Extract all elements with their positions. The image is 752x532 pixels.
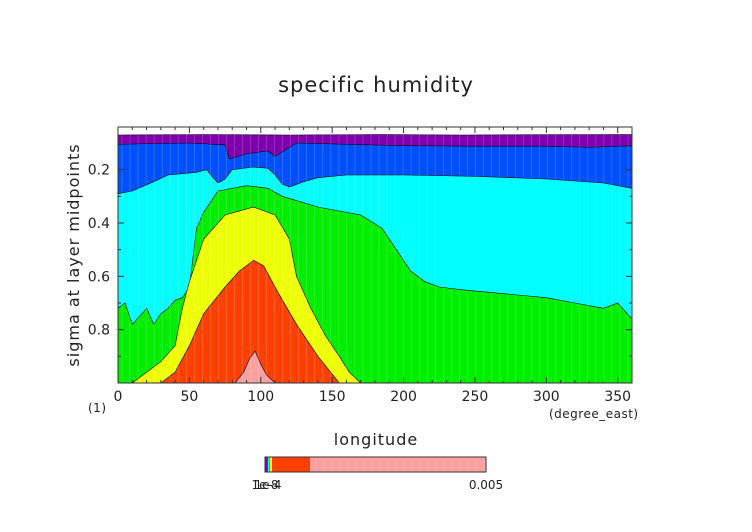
x-tick-label: 50 (180, 389, 198, 405)
colorbar-min-label: 1e-8 (252, 478, 279, 492)
y-tick-label: 0.6 (88, 269, 110, 285)
contour-band-0.004 (234, 350, 276, 384)
y-axis-label: sigma at layer midpoints (64, 143, 83, 366)
x-axis-label: longitude (334, 430, 418, 449)
x-tick-label: 100 (247, 389, 274, 405)
plot-area: 0 50 100 150 200 250 300 350 0.2 0.4 0.6 0.8 (88, 126, 633, 405)
colorbar-grid (315, 457, 485, 472)
x-tick-label: 150 (319, 389, 346, 405)
x-tick-label: 300 (533, 389, 560, 405)
x-axis-ticks: 0 50 100 150 200 250 300 350 (114, 127, 631, 405)
chart-title: specific humidity (278, 73, 474, 97)
colorbar-max-label: 0.005 (469, 478, 503, 492)
x-tick-label: 250 (462, 389, 489, 405)
y-tick-label: 0.8 (88, 323, 110, 339)
x-tick-label: 350 (604, 389, 631, 405)
x-unit-label: (degree_east) (549, 407, 639, 421)
colorbar-purple (265, 457, 267, 472)
y-axis-ticks: 0.2 0.4 0.6 0.8 (88, 142, 632, 357)
y-unit-label: (1) (88, 401, 107, 415)
colorbar-cyan (268, 457, 269, 472)
contour-band-0.001 (159, 259, 340, 384)
colorbar-overlap-label: 1e-4 (255, 478, 282, 492)
y-tick-label: 0.2 (88, 163, 110, 179)
colorbar: 1e-8 1e-4 0.005 (252, 456, 503, 492)
y-tick-label: 0.4 (88, 216, 110, 232)
colorbar-green (269, 457, 270, 472)
x-tick-label: 0 (114, 389, 123, 405)
contour-bands (117, 134, 633, 384)
vertical-grid-lines (121, 127, 629, 383)
x-tick-label: 200 (390, 389, 417, 405)
colorbar-yellow (270, 457, 272, 472)
colorbar-blue (267, 457, 268, 472)
colorbar-pink (310, 457, 486, 472)
colorbar-orange (272, 457, 310, 472)
colorbar-frame (264, 456, 487, 473)
